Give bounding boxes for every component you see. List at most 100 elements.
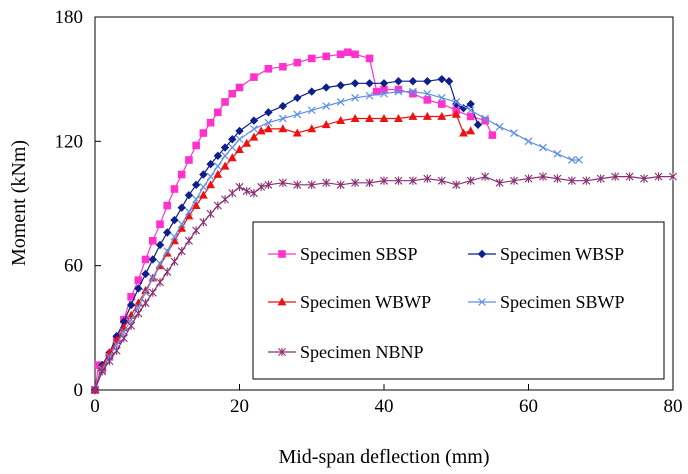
data-point xyxy=(213,162,222,171)
data-point xyxy=(264,65,273,73)
data-point xyxy=(365,113,374,122)
data-point xyxy=(192,226,201,235)
data-point xyxy=(524,137,533,146)
data-point xyxy=(350,113,360,122)
data-point xyxy=(379,79,389,88)
data-point xyxy=(380,89,388,98)
data-point xyxy=(141,269,150,279)
data-point xyxy=(473,120,483,129)
data-point xyxy=(351,93,360,102)
data-point xyxy=(279,62,287,71)
data-point xyxy=(141,288,150,297)
data-point xyxy=(264,108,273,117)
x-tick-label: 40 xyxy=(375,396,394,417)
data-point xyxy=(227,153,237,162)
data-point xyxy=(199,170,208,179)
data-point xyxy=(257,182,266,192)
legend-label: Specimen SBWP xyxy=(500,292,625,312)
data-point xyxy=(365,178,374,187)
data-point xyxy=(307,106,316,115)
legend-label: Specimen WBWP xyxy=(300,292,431,312)
data-point xyxy=(184,236,193,245)
y-tick-label: 120 xyxy=(55,131,84,152)
data-point xyxy=(221,151,229,160)
data-point xyxy=(344,48,352,57)
data-point xyxy=(221,195,230,204)
data-point xyxy=(206,209,215,219)
x-tick-label: 60 xyxy=(519,396,538,417)
data-point xyxy=(192,195,201,204)
data-point xyxy=(380,85,388,94)
data-point xyxy=(351,178,360,187)
data-point xyxy=(250,73,258,81)
data-point xyxy=(611,172,620,181)
data-point xyxy=(510,176,519,185)
data-point xyxy=(127,321,136,330)
data-point xyxy=(213,151,223,161)
data-point xyxy=(163,247,172,256)
data-point xyxy=(437,111,447,120)
data-point xyxy=(119,333,128,343)
data-point xyxy=(199,217,208,227)
legend-item: Specimen WBSP xyxy=(468,244,624,264)
data-point xyxy=(466,112,475,121)
data-point xyxy=(466,126,476,135)
x-tick-label: 0 xyxy=(90,396,100,417)
data-point xyxy=(336,81,345,90)
data-point xyxy=(163,267,172,277)
data-point xyxy=(322,102,331,111)
data-point xyxy=(148,255,157,264)
data-point xyxy=(264,118,273,127)
data-point xyxy=(214,108,222,117)
data-point xyxy=(127,292,135,301)
data-point xyxy=(264,180,273,190)
legend-label: Specimen NBNP xyxy=(300,342,424,362)
data-point xyxy=(242,186,251,196)
data-point xyxy=(278,124,288,133)
legend-marker xyxy=(478,298,486,306)
legend-label: Specimen SBSP xyxy=(300,244,418,264)
data-point xyxy=(249,132,259,141)
data-point xyxy=(365,54,374,63)
data-point xyxy=(185,156,193,164)
data-point xyxy=(177,203,186,212)
data-point xyxy=(141,298,150,308)
data-point xyxy=(394,87,403,96)
data-point xyxy=(438,100,446,108)
data-point xyxy=(394,77,403,86)
series-layer xyxy=(90,48,677,395)
data-point xyxy=(422,111,432,120)
data-point xyxy=(185,207,193,216)
data-point xyxy=(510,129,518,137)
data-point xyxy=(278,101,288,111)
data-point xyxy=(163,228,172,237)
x-axis: 0 20 40 60 80 xyxy=(90,384,683,417)
data-point xyxy=(408,176,417,185)
legend-label: Specimen WBSP xyxy=(500,244,624,264)
data-point xyxy=(249,116,259,125)
data-point xyxy=(575,156,583,164)
data-point xyxy=(408,111,418,120)
data-point xyxy=(322,178,331,187)
data-point xyxy=(423,96,432,104)
data-point xyxy=(206,159,215,169)
data-point xyxy=(293,93,302,103)
data-point xyxy=(213,169,223,178)
data-point xyxy=(221,98,229,106)
data-point xyxy=(481,172,490,181)
data-point xyxy=(250,124,258,133)
data-point xyxy=(177,223,187,232)
data-point xyxy=(350,79,360,88)
data-point xyxy=(423,77,432,86)
data-point xyxy=(408,77,418,86)
data-point xyxy=(423,174,432,183)
data-point xyxy=(481,116,489,125)
data-point xyxy=(177,246,186,256)
x-tick-label: 80 xyxy=(664,396,683,417)
data-point xyxy=(538,172,547,181)
data-point xyxy=(321,120,331,129)
data-point xyxy=(437,74,446,84)
data-point xyxy=(437,93,446,102)
data-point xyxy=(228,188,237,198)
data-point xyxy=(220,143,230,152)
